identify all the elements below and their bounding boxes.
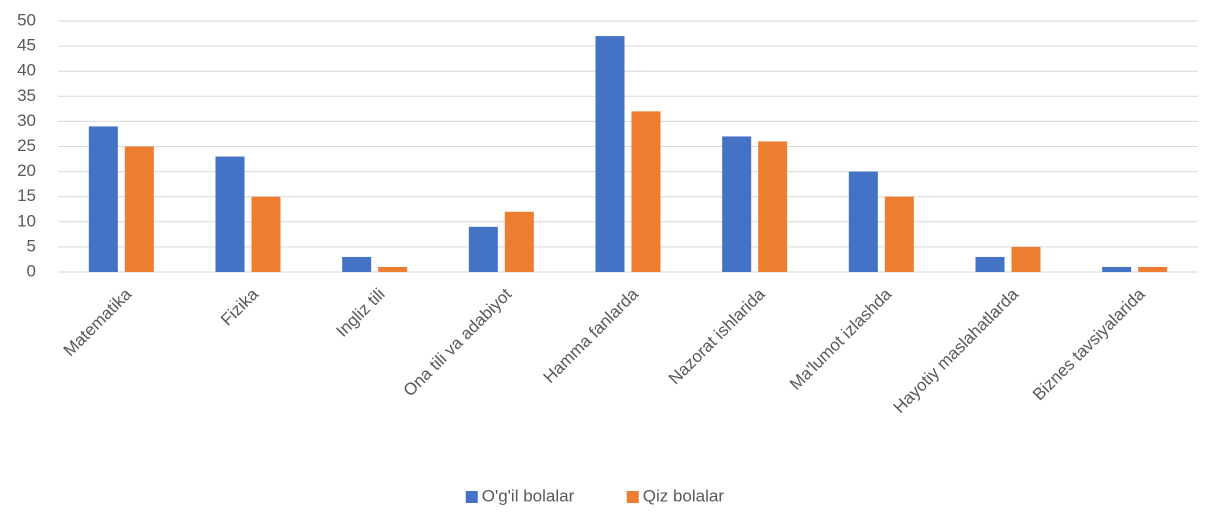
- legend-swatch: [465, 491, 478, 503]
- y-tick-label: 30: [17, 111, 36, 130]
- x-tick-label: Ma'lumot izlashda: [786, 284, 896, 394]
- bar: [468, 226, 498, 272]
- x-tick-label: Hayotiy maslahatlarda: [890, 284, 1023, 417]
- bar: [975, 256, 1005, 272]
- y-tick-label: 0: [27, 261, 36, 280]
- bar: [251, 196, 281, 272]
- bar: [1102, 266, 1132, 272]
- bar: [722, 136, 752, 272]
- y-tick-label: 15: [17, 186, 36, 205]
- y-tick-label: 20: [17, 161, 36, 180]
- y-tick-label: 35: [17, 86, 36, 105]
- bar: [631, 111, 661, 272]
- legend-label: O'g'il bolalar: [482, 486, 575, 505]
- x-tick-label: Biznes tavsiyalarida: [1029, 284, 1149, 404]
- bar: [848, 171, 878, 272]
- legend-label: Qiz bolalar: [643, 486, 725, 505]
- bar: [884, 196, 914, 272]
- bar: [1138, 266, 1168, 272]
- x-tick-label: Nazorat ishlarida: [665, 284, 769, 388]
- bar: [124, 146, 154, 272]
- y-tick-label: 25: [17, 136, 36, 155]
- bar: [504, 211, 534, 272]
- bar: [595, 36, 625, 273]
- y-tick-label: 5: [27, 236, 36, 255]
- legend-swatch: [626, 491, 639, 503]
- x-tick-label: Ona tili va adabiyot: [400, 284, 516, 400]
- x-tick-label: Matematika: [60, 284, 136, 360]
- y-tick-label: 40: [17, 61, 36, 80]
- y-tick-label: 10: [17, 211, 36, 230]
- y-tick-label: 50: [17, 10, 36, 29]
- bar: [215, 156, 245, 272]
- y-tick-label: 45: [17, 36, 36, 55]
- bar: [758, 141, 788, 272]
- bar: [1011, 246, 1041, 272]
- bar: [378, 266, 408, 272]
- bar: [342, 256, 372, 272]
- bar: [88, 126, 118, 272]
- x-tick-label: Hamma fanlarda: [540, 284, 643, 387]
- x-tick-label: Fizika: [217, 284, 262, 329]
- x-tick-label: Ingliz tili: [332, 285, 388, 341]
